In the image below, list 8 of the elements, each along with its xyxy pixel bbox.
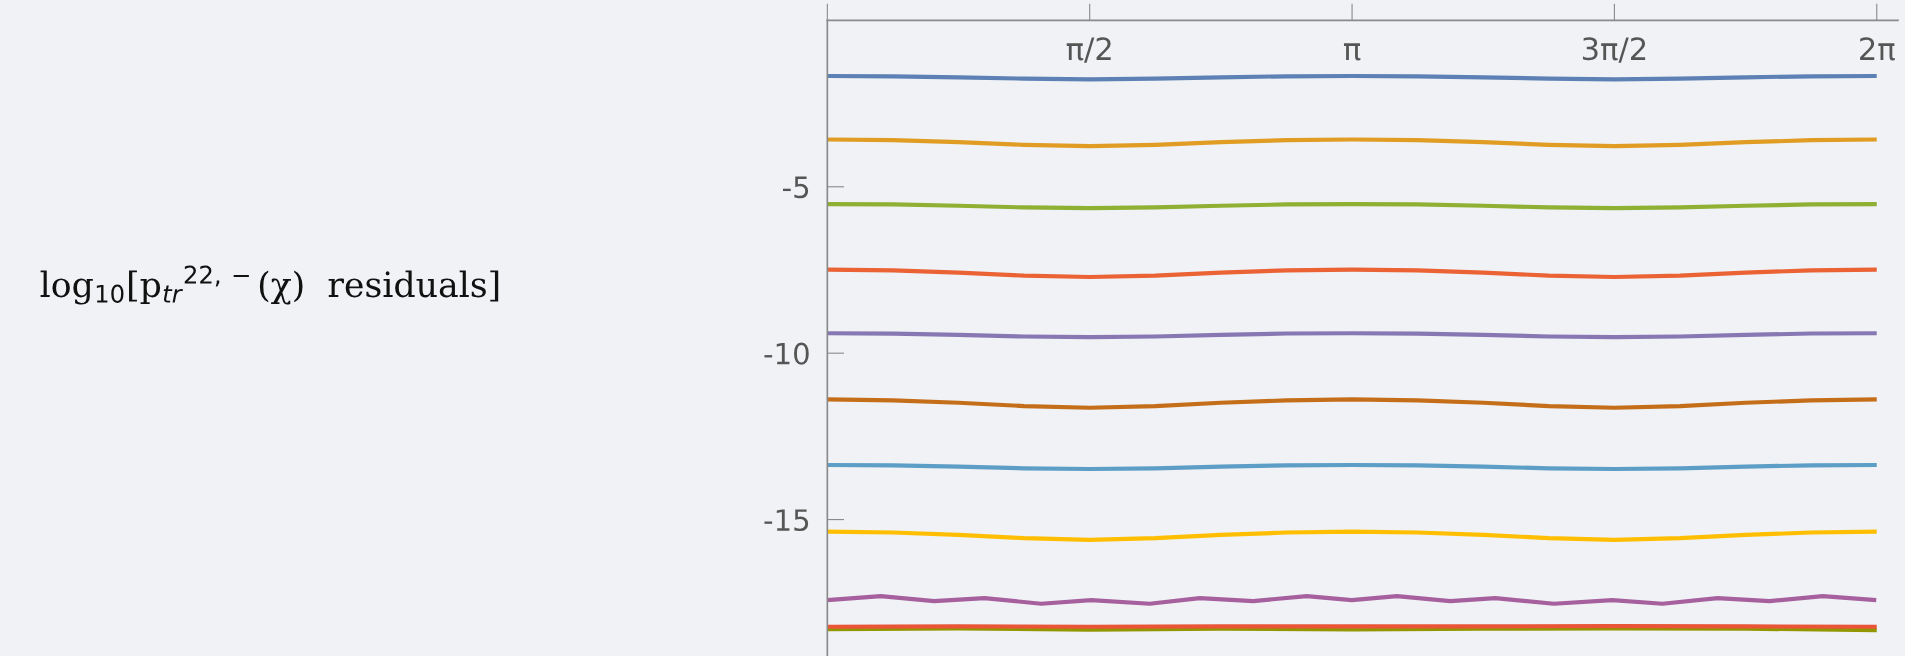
text: log$_{10}$[p$_{tr}$$^{22,−}$(χ) residuals] — [40, 265, 499, 305]
x-tick-label: π — [1343, 43, 1361, 61]
x-tick-label: 2π — [1860, 37, 1895, 61]
y-tick-label: -15 — [764, 509, 809, 532]
x-tick-label: 3π/2 — [1582, 37, 1646, 63]
x-tick-label: π/2 — [1066, 37, 1111, 63]
y-tick-label: -5 — [783, 176, 809, 199]
y-tick-label: -10 — [764, 342, 809, 365]
